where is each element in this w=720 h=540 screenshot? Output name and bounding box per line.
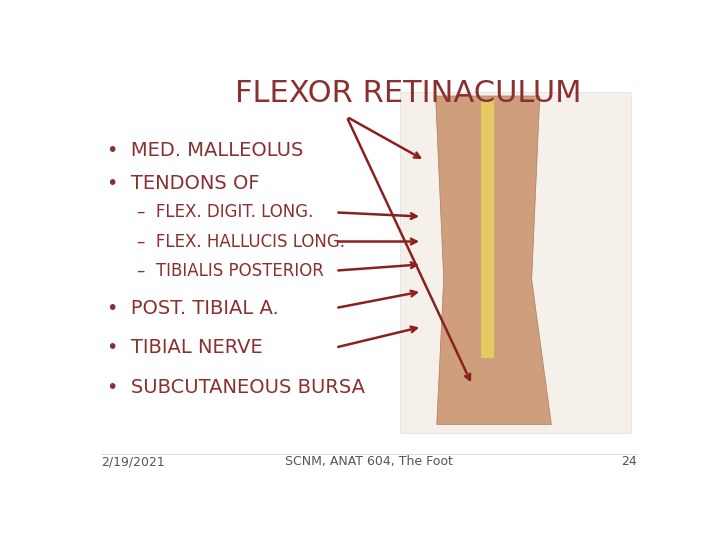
Text: •  POST. TIBIAL A.: • POST. TIBIAL A.: [107, 299, 279, 318]
Text: SCNM, ANAT 604, The Foot: SCNM, ANAT 604, The Foot: [285, 455, 453, 468]
Text: –  TIBIALIS POSTERIOR: – TIBIALIS POSTERIOR: [138, 261, 324, 280]
Text: •  TIBIAL NERVE: • TIBIAL NERVE: [107, 338, 263, 357]
Text: 2/19/2021: 2/19/2021: [101, 455, 165, 468]
Text: •  TENDONS OF: • TENDONS OF: [107, 174, 259, 193]
Text: •  SUBCUTANEOUS BURSA: • SUBCUTANEOUS BURSA: [107, 377, 365, 396]
Text: •  MED. MALLEOLUS: • MED. MALLEOLUS: [107, 140, 303, 159]
Polygon shape: [481, 100, 495, 358]
Text: FLEXOR RETINACULUM: FLEXOR RETINACULUM: [235, 79, 581, 109]
Text: 24: 24: [621, 455, 637, 468]
Bar: [400, 92, 631, 433]
Polygon shape: [436, 96, 552, 424]
Text: –  FLEX. HALLUCIS LONG.: – FLEX. HALLUCIS LONG.: [138, 233, 346, 251]
Text: –  FLEX. DIGIT. LONG.: – FLEX. DIGIT. LONG.: [138, 204, 314, 221]
